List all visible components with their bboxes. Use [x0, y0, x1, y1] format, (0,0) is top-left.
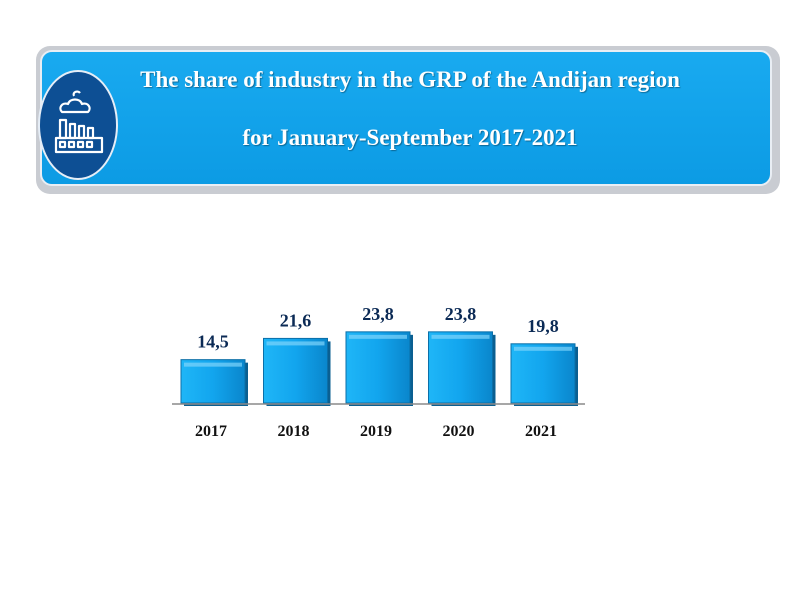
- category-label-2020: 2020: [443, 423, 475, 440]
- bar-2021: [510, 343, 576, 404]
- chart-title-line2: for January-September 2017-2021: [242, 125, 578, 150]
- icon-badge: [38, 70, 118, 180]
- category-label-2018: 2018: [278, 423, 310, 440]
- value-label-2019: 23,8: [362, 304, 394, 324]
- bar-2018: [263, 337, 328, 404]
- chart-title-line1: The share of industry in the GRP of the …: [140, 67, 680, 92]
- factory-icon: [54, 90, 104, 154]
- bar-2020: [428, 331, 493, 404]
- value-label-2020: 23,8: [445, 304, 477, 324]
- bar-highlight: [184, 362, 242, 367]
- value-label-2017: 14,5: [197, 332, 229, 352]
- bar-highlight: [431, 334, 490, 339]
- value-label-2018: 21,6: [280, 310, 312, 330]
- category-label-2019: 2019: [360, 423, 392, 440]
- bar-2017: [180, 359, 246, 404]
- bar-2019: [345, 331, 411, 404]
- category-label-2021: 2021: [525, 423, 557, 440]
- title-banner: [40, 50, 772, 186]
- bar-highlight: [514, 346, 572, 351]
- bar-highlight: [266, 341, 325, 346]
- category-label-2017: 2017: [195, 423, 227, 440]
- bar-highlight: [349, 334, 407, 339]
- value-label-2021: 19,8: [527, 316, 559, 336]
